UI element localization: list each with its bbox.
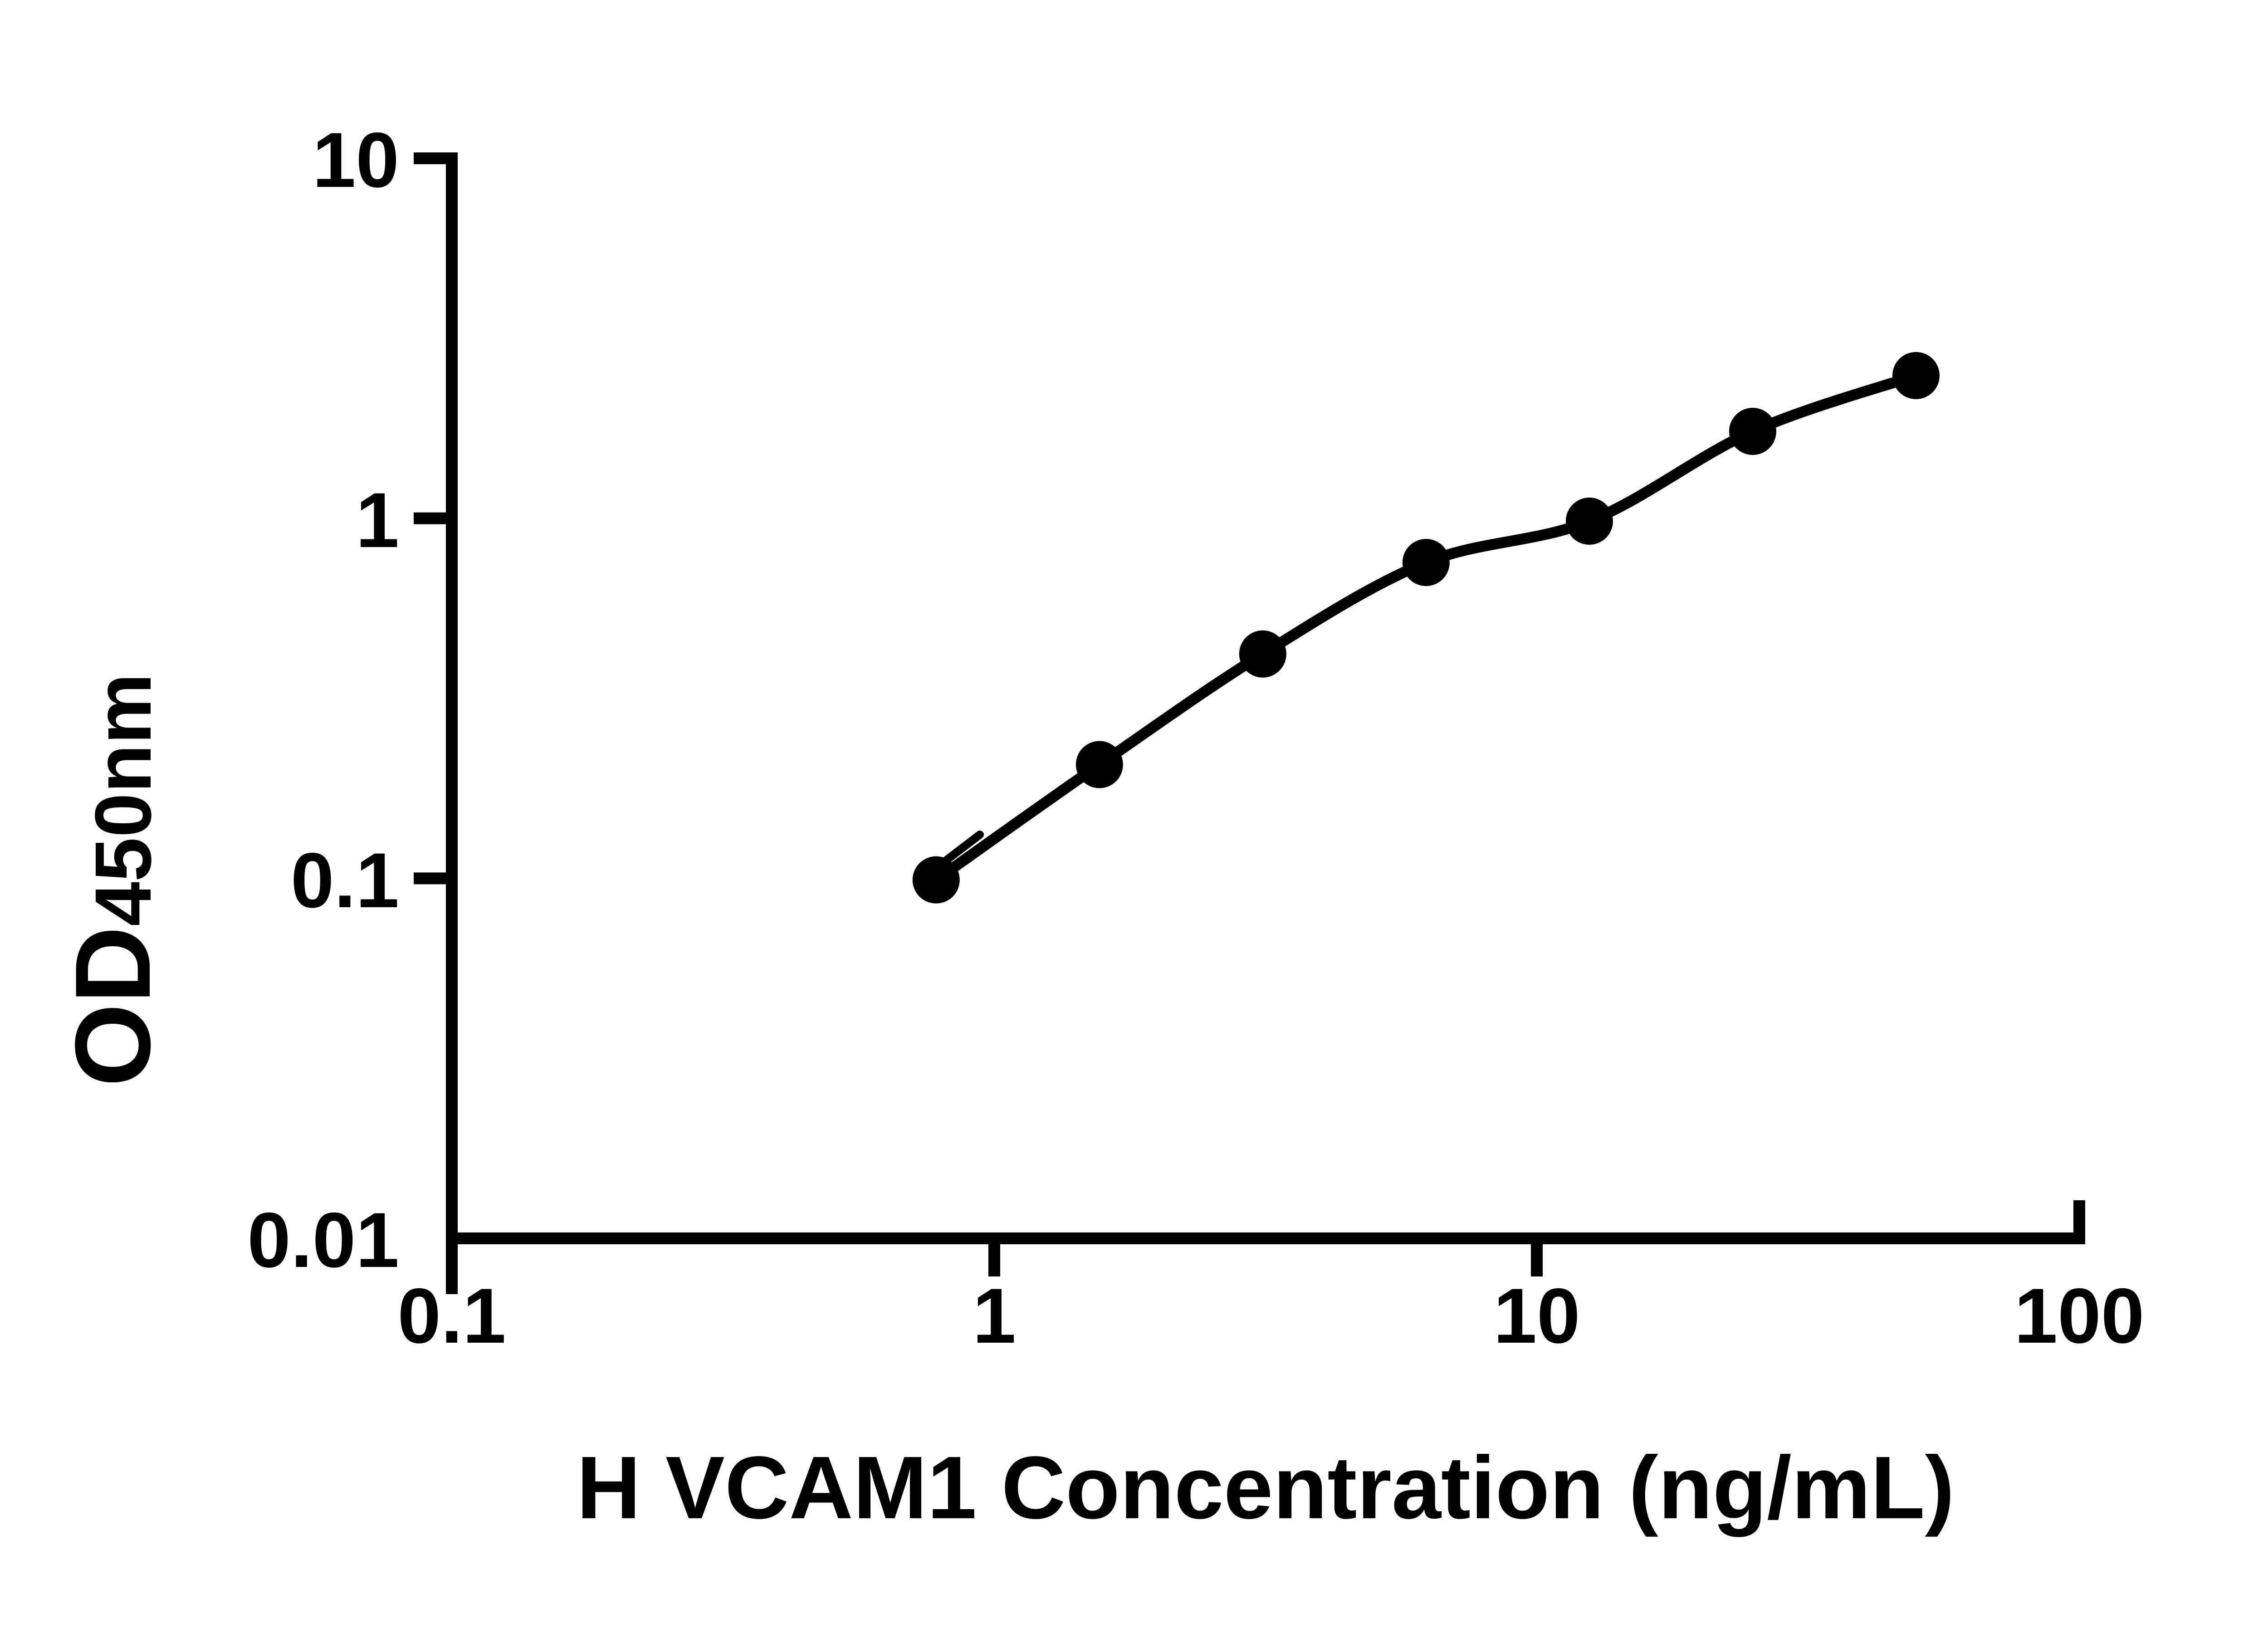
svg-text:10: 10 [1493,1272,1580,1359]
svg-text:1: 1 [973,1272,1016,1359]
svg-text:1: 1 [356,477,399,564]
svg-text:0.1: 0.1 [397,1272,506,1359]
svg-text:0.01: 0.01 [247,1197,399,1284]
svg-text:H VCAM1 Concentration (ng/mL): H VCAM1 Concentration (ng/mL) [577,1438,1955,1537]
svg-text:100: 100 [2014,1272,2145,1359]
svg-text:0.1: 0.1 [291,837,399,924]
svg-text:10: 10 [313,117,399,204]
